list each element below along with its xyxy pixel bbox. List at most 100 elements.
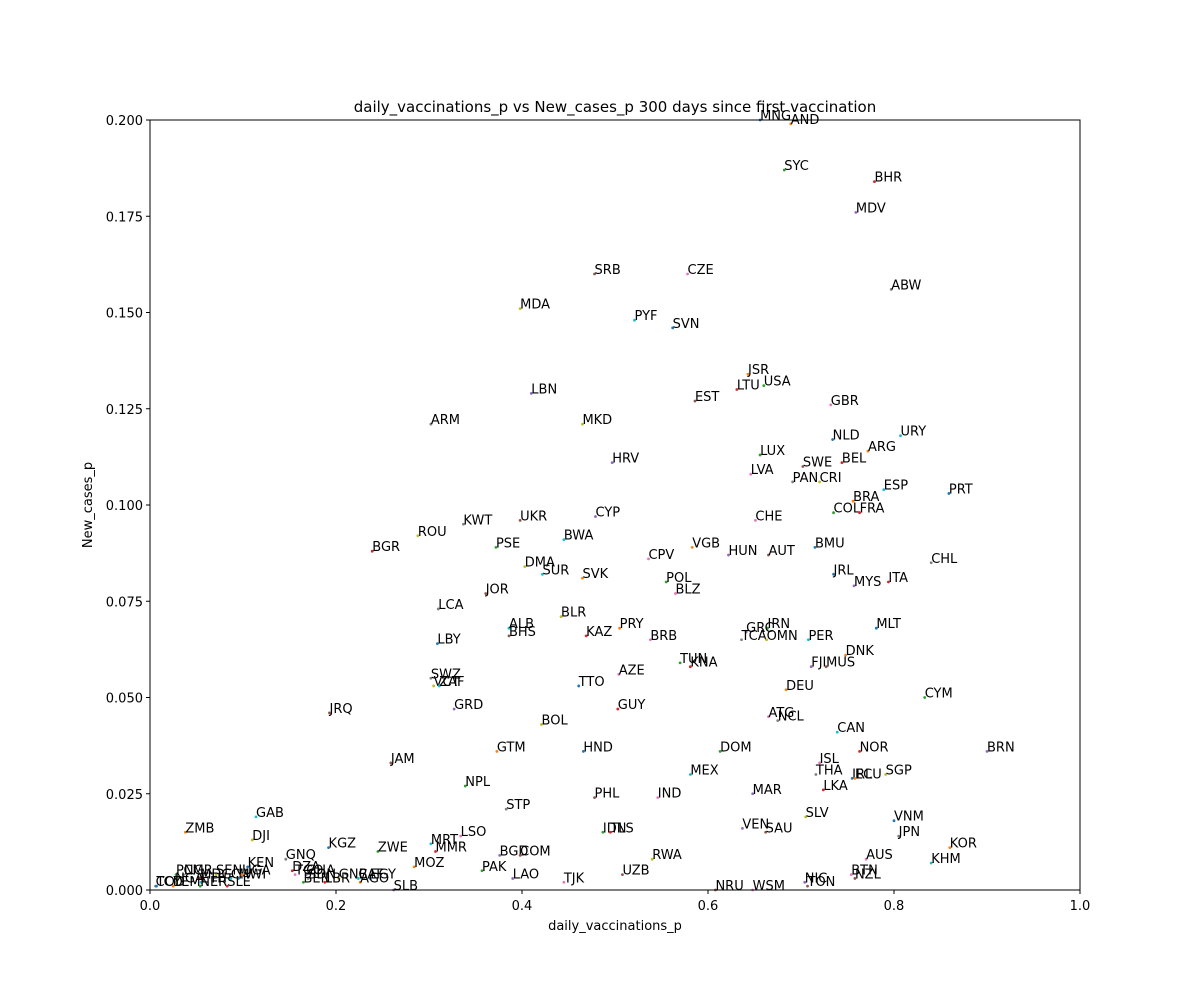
point-label: GHA (306, 864, 335, 879)
point-label: PYF (635, 309, 658, 324)
data-point (302, 880, 305, 884)
data-point (784, 688, 788, 692)
data-point (849, 873, 853, 876)
point-label: UKR (520, 509, 547, 524)
point-label: MYS (854, 575, 881, 590)
data-point (250, 838, 254, 842)
data-point (323, 880, 327, 884)
point-label: TON (807, 875, 836, 890)
point-label: TGO (294, 864, 323, 879)
data-point (389, 761, 393, 765)
data-point (803, 880, 807, 884)
point-label: MKD (582, 413, 612, 428)
data-point (435, 642, 439, 645)
point-label: CPV (648, 548, 674, 563)
data-point (376, 850, 380, 853)
y-tick-label: 0.200 (106, 114, 143, 129)
x-tick-label: 0.8 (884, 899, 905, 914)
point-label: IRN (768, 617, 791, 632)
data-point (284, 857, 288, 861)
data-point (436, 607, 440, 611)
chart-title: daily_vaccinations_p vs New_cases_p 300 … (354, 98, 877, 117)
data-point (882, 488, 886, 491)
data-point (504, 807, 508, 811)
data-point (853, 877, 857, 880)
point-label: PAN (793, 471, 819, 486)
data-point (225, 884, 229, 888)
data-point (804, 815, 808, 819)
data-point (523, 565, 527, 568)
data-point (727, 553, 730, 557)
data-point (562, 880, 566, 884)
data-point (581, 422, 584, 426)
point-label: KGZ (329, 837, 357, 852)
point-label: PSE (496, 536, 520, 551)
data-point (735, 388, 739, 391)
data-point (765, 638, 768, 642)
data-point (437, 684, 441, 688)
data-point (254, 815, 258, 819)
point-label: NGA (175, 871, 204, 886)
point-label: NER (200, 875, 227, 890)
point-label: SVN (673, 317, 700, 332)
point-label: BRA (853, 490, 879, 505)
data-point (358, 880, 362, 884)
point-label: TCA (740, 629, 766, 644)
data-point (647, 557, 650, 561)
data-point (873, 180, 876, 184)
data-point (678, 661, 682, 665)
data-point (897, 834, 901, 838)
data-point (507, 634, 511, 638)
y-axis-title: New_cases_p (81, 462, 96, 548)
data-point (429, 842, 433, 846)
point-label: FJI (811, 656, 826, 671)
data-point (370, 549, 374, 553)
y-tick-label: 0.125 (106, 403, 143, 418)
data-point (650, 857, 654, 861)
data-point (767, 715, 770, 719)
data-point (851, 499, 855, 503)
point-label: LCA (438, 598, 463, 613)
point-label: VEN (742, 817, 769, 832)
data-point (618, 626, 622, 630)
point-label: KOR (950, 837, 977, 852)
point-label: BEL (842, 452, 867, 467)
point-label: NOR (860, 740, 889, 755)
point-label: JAM (390, 752, 415, 767)
x-tick-label: 0.0 (140, 899, 161, 914)
y-tick-label: 0.075 (106, 595, 143, 610)
data-point (173, 880, 177, 884)
data-point (776, 719, 780, 722)
point-label: BRN (987, 740, 1015, 755)
point-label: KHM (931, 852, 961, 867)
data-point (818, 761, 821, 765)
x-tick-label: 1.0 (1070, 899, 1091, 914)
data-point (593, 796, 596, 799)
data-point (892, 819, 896, 823)
data-point (198, 877, 202, 880)
data-point (584, 634, 588, 638)
point-label: MEX (690, 764, 718, 779)
point-label: CYP (595, 506, 620, 521)
point-label: MAR (753, 783, 782, 798)
data-point (616, 707, 620, 711)
point-label: EGY (370, 867, 396, 882)
data-point (214, 873, 218, 876)
point-label: UZB (622, 864, 649, 879)
data-point (744, 630, 748, 634)
data-point (824, 665, 828, 669)
point-label: JSR (747, 363, 769, 378)
point-label: BHR (874, 171, 902, 186)
data-point (183, 830, 187, 834)
data-point (293, 873, 297, 876)
data-point (854, 211, 858, 214)
point-label: WSM (753, 879, 785, 894)
point-label: ARG (868, 440, 896, 455)
y-tick-label: 0.100 (106, 499, 143, 514)
point-label: BWA (564, 529, 594, 544)
data-point (495, 750, 499, 753)
point-label: CYM (925, 687, 953, 702)
point-label: BLZ (675, 583, 700, 598)
